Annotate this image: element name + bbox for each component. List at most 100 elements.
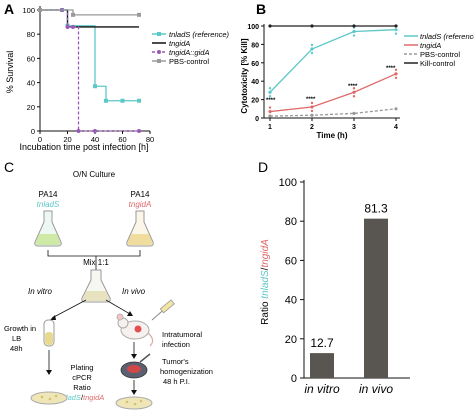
panel-b-y-ticks: 0 20 40 60 80 100: [247, 24, 264, 123]
b-rep-down-0-2: [352, 34, 356, 37]
petri-dish-left-icon: [30, 391, 68, 405]
ratio-reference-text: tnladS: [60, 393, 81, 402]
hpi-label: 48 h P.I.: [163, 377, 190, 386]
panel-b-series: [268, 24, 398, 118]
a-series-line-1: [40, 9, 139, 28]
legend-b-pbs: PBS-control: [420, 50, 460, 59]
panel-b-x-label: Time (h): [317, 131, 348, 140]
legend-b-reference: tnladS (reference): [420, 32, 474, 41]
d-bar-1: [364, 218, 388, 378]
panel-d-letter: D: [258, 159, 268, 175]
b-point-2-2: [352, 111, 356, 115]
on-culture-label: O/N Culture: [73, 170, 116, 179]
intratumoral-label: Intratumoral: [162, 330, 202, 339]
d-ytick-label-1: 20: [285, 334, 297, 346]
b-rep-down-0-1: [310, 51, 314, 55]
infection-label: infection: [162, 340, 190, 349]
a-point-2-4: [76, 129, 81, 133]
flask-mix-icon: [81, 269, 111, 303]
b-rep-down-1-3: [394, 76, 398, 80]
strain-reference-label: tnladS: [37, 200, 60, 209]
panel-b-star-2: ****: [306, 97, 316, 103]
a-point-3-1: [71, 12, 75, 17]
b-ytick-label-2: 40: [251, 79, 259, 86]
homogenization-label: homogenization: [160, 367, 213, 376]
panel-b-y-label: Cytotoxicity [% Kill]: [240, 38, 249, 113]
panel-d-y-ticks: 0 20 40 60 80 100: [279, 177, 304, 385]
panel-a-y-label: % Survival: [5, 51, 15, 94]
a-point-0-5: [120, 98, 125, 103]
arrow-in-vitro: [51, 299, 87, 319]
arrow-in-vivo: [105, 299, 131, 315]
b-ytick-label-3: 60: [251, 61, 259, 68]
a-point-0-4: [104, 98, 108, 103]
panel-b-x-ticks: 1 2 3 4: [268, 118, 398, 131]
tumor-homogenizer-icon: [120, 353, 151, 379]
cpcr-label: cPCR: [72, 373, 92, 382]
mix-bracket: [47, 250, 141, 257]
b-point-1-2: [352, 90, 356, 94]
panel-d-y-label-gida: tngidA: [260, 239, 271, 268]
d-ytick-label-2: 40: [285, 295, 297, 307]
panel-a-series: [38, 8, 141, 133]
legend-a-reference: tnladS (reference): [169, 30, 230, 39]
a-ytick-label-2: 40: [27, 79, 35, 88]
legend-a-pbs: PBS-control: [169, 57, 209, 66]
b-series-line-2: [269, 108, 397, 117]
panel-b-star-3: ****: [348, 84, 358, 90]
b-series-line-1: [269, 73, 397, 113]
mouse-icon: [116, 313, 154, 347]
panel-d-y-label-reference: tnladS: [260, 270, 271, 299]
a-point-2-6: [137, 129, 141, 133]
panel-a-y-ticks: 0 20 40 60 80 100: [22, 6, 40, 136]
panel-d-y-label-prefix: Ratio: [260, 299, 271, 325]
b-point-0-2: [352, 29, 356, 34]
b-point-3-0: [268, 24, 272, 28]
flask-gida-icon: [126, 210, 154, 247]
b-rep-up-0-1: [310, 43, 314, 47]
b-ytick-label-4: 80: [251, 42, 259, 49]
a-point-3-0: [38, 8, 42, 12]
a-ytick-label-3: 60: [27, 54, 35, 63]
lb-label: LB: [12, 334, 21, 343]
a-xtick-label-4: 80: [146, 135, 154, 144]
b-rep-down-1-1: [310, 109, 314, 113]
panel-b-star-1: ****: [266, 98, 276, 104]
b-point-1-3: [394, 72, 398, 76]
panel-b-legend: tnladS (reference) tngidA PBS-control Ki…: [404, 32, 474, 68]
panel-b-letter: B: [256, 1, 266, 17]
culture-tube-icon: [43, 319, 55, 347]
b-ytick-label-0: 0: [255, 116, 259, 123]
legend-b-gida: tngidA: [420, 41, 441, 50]
a-ytick-label-1: 20: [27, 103, 35, 112]
panel-a-letter: A: [4, 1, 14, 17]
panel-c: C O/N Culture PA14 tnladS PA14 tngidA Mi…: [4, 159, 213, 410]
48h-label: 48h: [10, 344, 23, 353]
d-bar-0: [310, 353, 334, 378]
b-rep-down-0-0: [268, 95, 272, 98]
b-point-2-3: [394, 107, 398, 111]
panel-b-star-4: ****: [386, 66, 396, 72]
b-point-0-0: [268, 90, 272, 94]
ratio-strains-label: tnladS/tngidA: [60, 393, 105, 402]
panel-d-bars: 12.7 in vitro 81.3 in vivo: [304, 202, 393, 396]
a-point-2-2: [65, 24, 70, 29]
a-series-line-3: [40, 9, 139, 16]
a-series-line-2: [40, 9, 139, 132]
b-ytick-label-1: 20: [251, 98, 259, 105]
a-series-line-0: [40, 9, 139, 102]
ratio-gida-text: tngidA: [83, 393, 104, 402]
panel-d-y-label-slash: /: [260, 267, 271, 270]
plating-label: Plating: [71, 363, 94, 372]
growth-label: Growth in: [4, 324, 36, 333]
b-xtick-label-1: 2: [310, 124, 314, 131]
legend-a-gida: tngidA: [169, 39, 190, 48]
in-vitro-label: In vitro: [28, 287, 53, 296]
a-point-0-3: [93, 84, 97, 89]
petri-dish-right-icon: [115, 396, 153, 410]
b-xtick-label-2: 3: [352, 124, 356, 131]
d-ytick-label-0: 0: [291, 373, 297, 385]
b-xtick-label-0: 1: [268, 124, 272, 131]
syringe-icon: [151, 299, 175, 321]
